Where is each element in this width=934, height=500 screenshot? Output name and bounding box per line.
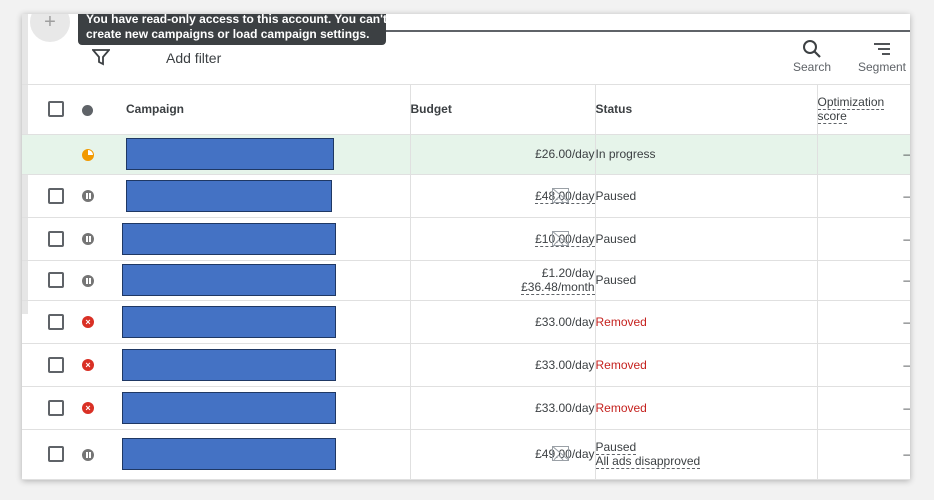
read-only-tooltip: You have read-only access to this accoun… <box>78 14 387 45</box>
table-row[interactable]: £48.00/day Paused – <box>22 174 910 218</box>
segment-button[interactable]: Segment <box>854 38 910 74</box>
status-text: Paused <box>595 440 637 455</box>
search-label: Search <box>792 60 832 74</box>
redacted-campaign-name <box>122 222 336 255</box>
budget-value[interactable]: £1.20/day <box>541 266 595 280</box>
segment-label: Segment <box>857 60 907 74</box>
filter-icon[interactable] <box>92 48 110 66</box>
removed-icon: × <box>82 359 94 372</box>
optimization-score: – <box>903 188 910 203</box>
removed-icon: × <box>82 402 94 415</box>
optimization-header-line1: Optimization <box>817 95 885 111</box>
table-row[interactable]: £49.00/day Paused All ads disapproved – <box>22 429 910 480</box>
paused-icon <box>82 190 94 203</box>
optimization-score: – <box>903 314 910 329</box>
limited-by-budget-icon[interactable] <box>551 187 569 203</box>
status-text: Paused <box>595 231 637 246</box>
redacted-campaign-name <box>122 264 336 296</box>
paused-icon <box>82 448 94 461</box>
table-row[interactable]: £10.00/day Paused – <box>22 217 910 261</box>
redacted-campaign-name <box>122 348 336 381</box>
table-header-row: Campaign Budget Status Optimization scor… <box>22 85 910 135</box>
tooltip-line1: You have read-only access to this accoun… <box>86 14 387 26</box>
limited-by-budget-icon[interactable] <box>551 230 569 246</box>
table-row[interactable]: £26.00/day In progress – <box>22 134 910 175</box>
status-header[interactable]: Status <box>595 85 818 135</box>
optimization-score: – <box>903 447 910 461</box>
search-icon <box>803 40 821 58</box>
optimization-score-header[interactable]: Optimization score <box>817 85 910 135</box>
table-row[interactable]: × £33.00/day Removed – <box>22 343 910 387</box>
status-text: Paused <box>595 188 637 203</box>
status-detail-text[interactable]: All ads disapproved <box>595 454 701 469</box>
budget-value[interactable]: £33.00/day <box>535 400 595 415</box>
row-checkbox[interactable] <box>48 230 64 247</box>
optimization-score: – <box>903 357 910 372</box>
status-filter-icon[interactable] <box>82 104 93 116</box>
segment-icon <box>874 43 890 55</box>
budget-value[interactable]: £33.00/day <box>535 357 595 372</box>
search-button[interactable]: Search <box>792 38 832 74</box>
campaigns-panel: + Add filter Search Segment <box>22 14 910 480</box>
limited-by-budget-icon[interactable] <box>551 446 569 461</box>
status-text: Removed <box>595 400 647 415</box>
redacted-campaign-name <box>122 391 336 424</box>
select-all-checkbox[interactable] <box>48 101 64 118</box>
campaigns-table: Campaign Budget Status Optimization scor… <box>22 85 910 480</box>
row-checkbox[interactable] <box>48 446 64 462</box>
budget-header[interactable]: Budget <box>410 85 596 135</box>
status-text: In progress <box>595 147 656 161</box>
redacted-campaign-name <box>122 305 336 338</box>
row-checkbox[interactable] <box>48 399 64 416</box>
budget-value[interactable]: £26.00/day <box>535 147 595 161</box>
budget-value[interactable]: £33.00/day <box>535 314 595 329</box>
add-filter-button[interactable]: Add filter <box>166 50 222 66</box>
redacted-campaign-name <box>122 438 336 470</box>
removed-icon: × <box>82 316 94 329</box>
status-text: Removed <box>595 314 647 329</box>
redacted-campaign-name <box>126 179 332 212</box>
row-checkbox[interactable] <box>48 187 64 204</box>
budget-monthly-value[interactable]: £36.48/month <box>521 280 595 295</box>
filter-bar: Add filter Search Segment <box>22 32 910 85</box>
status-text: Paused <box>595 273 637 287</box>
budget-header-label: Budget <box>410 102 452 117</box>
optimization-score: – <box>903 400 910 415</box>
redacted-campaign-name <box>126 138 334 170</box>
in-progress-icon <box>82 148 94 161</box>
optimization-score: – <box>903 147 910 161</box>
paused-icon <box>82 233 94 246</box>
table-row[interactable]: × £33.00/day Removed – <box>22 386 910 430</box>
optimization-score: – <box>903 273 910 287</box>
row-checkbox[interactable] <box>48 272 64 288</box>
campaign-header[interactable]: Campaign <box>120 85 411 135</box>
table-row[interactable]: × £33.00/day Removed – <box>22 300 910 344</box>
optimization-header-line2: score <box>817 109 847 125</box>
toolbar-divider <box>382 30 910 32</box>
table-row[interactable]: £1.20/day £36.48/month Paused – <box>22 260 910 301</box>
tooltip-line2: create new campaigns or load campaign se… <box>86 27 370 41</box>
optimization-score: – <box>903 231 910 246</box>
row-checkbox[interactable] <box>48 313 64 330</box>
row-checkbox[interactable] <box>48 356 64 373</box>
status-text: Removed <box>595 357 647 372</box>
paused-icon <box>82 274 94 287</box>
